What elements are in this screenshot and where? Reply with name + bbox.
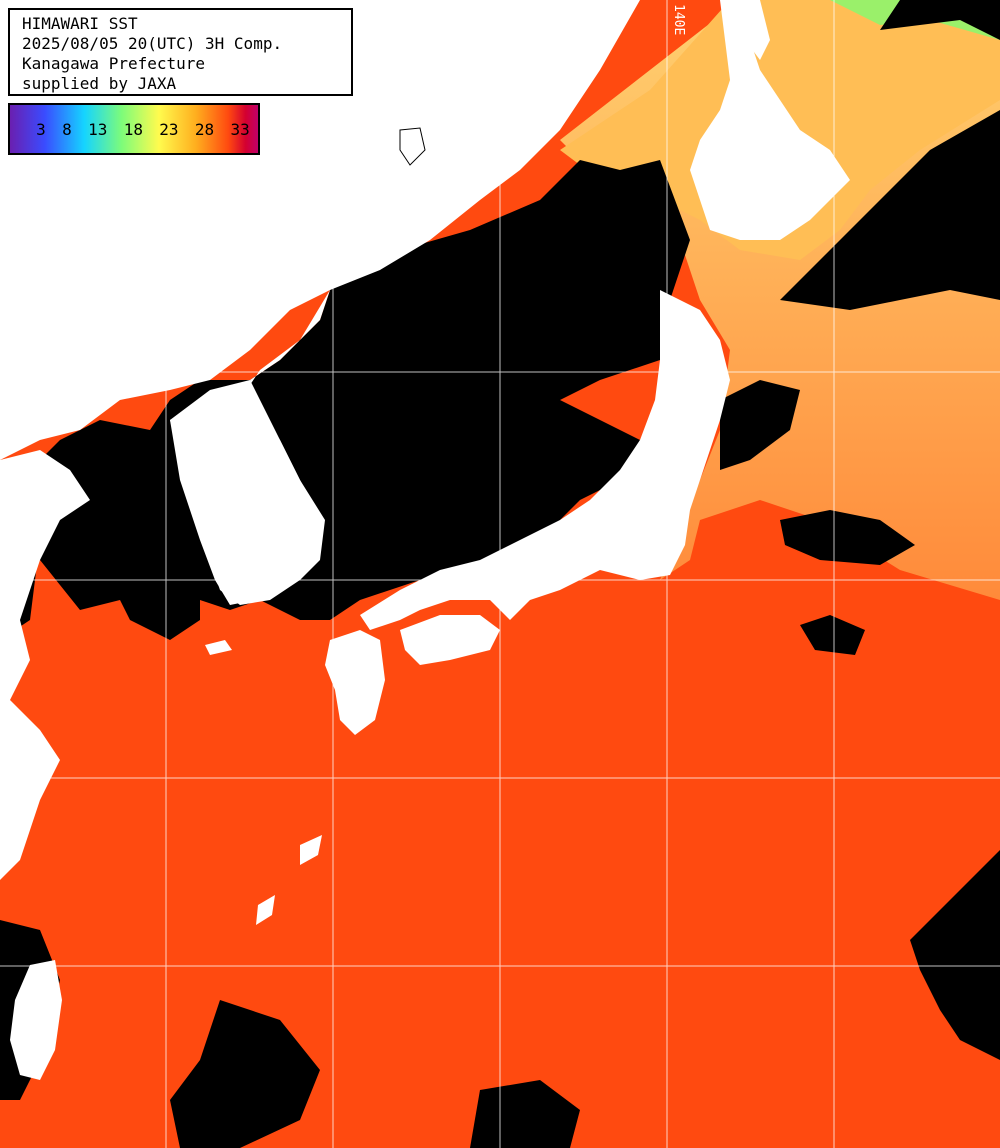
- map-supplier: supplied by JAXA: [22, 74, 177, 93]
- info-box: HIMAWARI SST 2025/08/05 20(UTC) 3H Comp.…: [8, 8, 353, 96]
- cloud-sea-of-japan: [20, 160, 690, 640]
- land-hokkaido: [690, 0, 850, 240]
- land-korea: [170, 380, 320, 605]
- legend-tick: 33: [230, 119, 250, 139]
- land-china-coast: [0, 450, 90, 880]
- cloud-south-east: [910, 850, 1000, 1060]
- legend-tick: 8: [62, 119, 72, 139]
- cloud-east-2: [800, 615, 865, 655]
- land-ryukyu-2: [256, 895, 275, 925]
- grid-label-140e: 140E: [671, 4, 686, 36]
- land-jeju: [205, 640, 232, 655]
- legend-tick: 28: [194, 119, 215, 139]
- grid-label-40n: 40N: [18, 352, 42, 367]
- cloud-south-center: [170, 1000, 320, 1148]
- cloud-east-1: [780, 510, 915, 565]
- legend-tick: 3: [36, 119, 46, 139]
- cloud-off-tohoku: [720, 380, 800, 470]
- map-region: Kanagawa Prefecture: [22, 54, 206, 73]
- cloud-north-pacific: [780, 0, 1000, 310]
- legend-tick: 13: [88, 119, 108, 139]
- land-ryukyu-1: [300, 835, 322, 865]
- land-sakhalin: [735, 0, 770, 60]
- land-shikoku: [400, 615, 500, 665]
- legend-tick: 23: [159, 119, 179, 139]
- legend-tick: 18: [123, 119, 143, 139]
- land-taiwan: [10, 960, 62, 1080]
- map-title: HIMAWARI SST: [22, 14, 138, 33]
- temperature-legend: 3 8 13 18 23 28 33: [8, 103, 260, 155]
- cloud-south-bottom: [470, 1080, 580, 1148]
- land-honshu: [360, 290, 730, 630]
- land-ulleung: [399, 127, 426, 166]
- legend-color-bar: [10, 105, 258, 153]
- grid-label-30n: 30N: [18, 760, 42, 775]
- map-datetime: 2025/08/05 20(UTC) 3H Comp.: [22, 34, 283, 53]
- land-kyushu: [325, 630, 385, 735]
